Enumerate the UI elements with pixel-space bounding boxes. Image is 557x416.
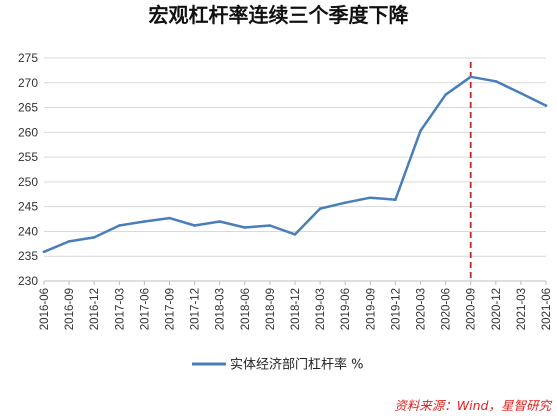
data-point (293, 233, 297, 236)
x-tick-label: 2016-12 (89, 288, 101, 330)
y-tick-label: 255 (18, 150, 38, 164)
x-tick-label: 2019-03 (315, 288, 327, 330)
y-axis-ticks: 230 235 240 245 250 255 260 265 270 275 (18, 51, 38, 288)
data-point (318, 207, 322, 210)
x-tick-label: 2019-06 (340, 288, 352, 330)
data-point (444, 93, 447, 96)
x-tick-label: 2016-09 (64, 288, 76, 330)
data-point (118, 224, 121, 227)
x-tick-label: 2020-12 (491, 288, 503, 330)
y-tick-label: 260 (18, 125, 38, 139)
x-axis-ticks: 2016-06 2016-09 2016-12 2017-03 2017-06 2017-… (39, 281, 553, 330)
data-point (544, 104, 548, 107)
x-tick-label: 2021-03 (516, 288, 528, 330)
x-tick-label: 2017-09 (165, 288, 177, 330)
data-point (143, 220, 146, 223)
legend: 实体经济部门杠杆率 % (192, 357, 364, 373)
x-tick-label: 2017-03 (114, 288, 126, 330)
x-tick-label: 2018-06 (240, 288, 252, 330)
y-tick-label: 235 (18, 249, 38, 263)
y-tick-label: 265 (18, 101, 38, 115)
y-tick-label: 270 (18, 76, 38, 90)
x-tick-label: 2020-03 (416, 288, 428, 330)
data-point (369, 196, 372, 200)
x-tick-label: 2018-12 (290, 288, 302, 330)
y-tick-label: 275 (18, 51, 38, 65)
chart-title: 宏观杠杆率连续三个季度下降 (149, 3, 410, 27)
y-tick-label: 230 (18, 274, 38, 288)
x-tick-label: 2020-09 (466, 288, 478, 330)
x-tick-label: 2019-12 (390, 288, 402, 330)
data-point (218, 220, 221, 223)
series-lines (42, 75, 548, 254)
x-tick-label: 2017-06 (139, 288, 151, 330)
data-point (494, 79, 498, 83)
x-tick-label: 2019-09 (365, 288, 377, 330)
data-point (168, 216, 171, 220)
data-point (394, 198, 397, 202)
data-point (343, 201, 347, 205)
data-point (42, 250, 46, 254)
x-tick-label: 2016-06 (39, 288, 51, 330)
data-point (193, 224, 196, 227)
data-point (268, 224, 272, 227)
data-point (243, 226, 247, 229)
y-tick-label: 250 (18, 175, 38, 189)
y-tick-label: 240 (18, 224, 38, 238)
x-tick-label: 2021-06 (541, 288, 553, 330)
source-note: 资料来源：Wind，星智研究 (394, 398, 552, 413)
data-point (469, 75, 473, 79)
x-tick-label: 2017-12 (190, 288, 202, 330)
grid-lines (44, 57, 546, 257)
x-tick-label: 2018-09 (265, 288, 277, 330)
data-point (67, 240, 71, 243)
y-tick-label: 245 (18, 200, 38, 214)
data-point (519, 91, 523, 95)
x-tick-label: 2018-03 (215, 288, 227, 330)
x-tick-label: 2020-06 (441, 288, 453, 330)
data-point (92, 236, 96, 239)
legend-label: 实体经济部门杠杆率 % (230, 357, 364, 373)
data-point (419, 129, 422, 133)
